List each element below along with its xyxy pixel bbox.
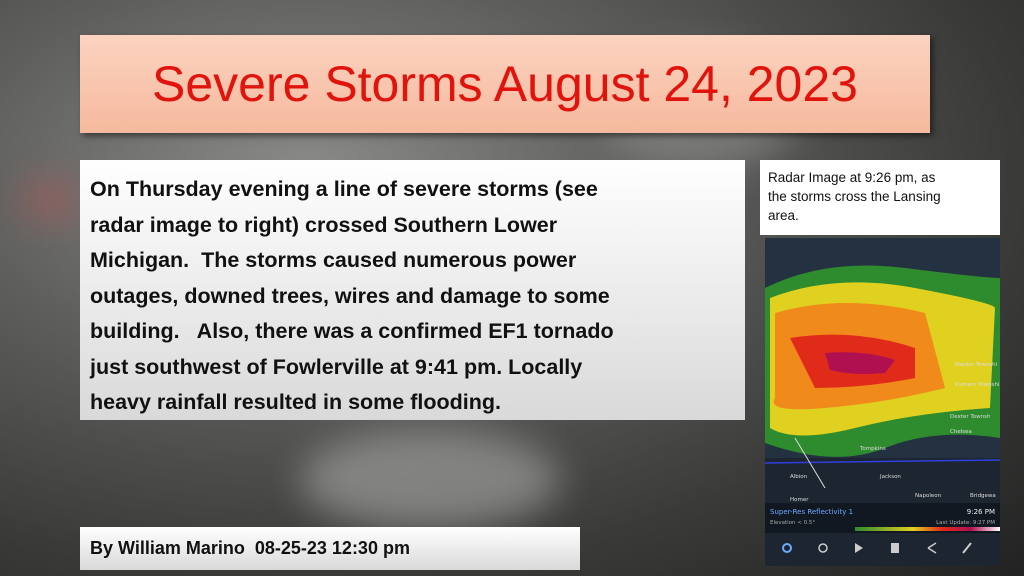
- product: Super-Res Reflectivity 1: [770, 508, 853, 516]
- icon-save[interactable]: [891, 543, 899, 553]
- place-label: Dexter Townsh: [950, 414, 991, 420]
- place-label: Bridgewa: [970, 493, 996, 499]
- place-label: Napoleon: [915, 493, 942, 499]
- body-line: On Thursday evening a line of severe sto…: [90, 177, 598, 201]
- place-label: Jackson: [879, 474, 901, 480]
- background-light: [20, 180, 80, 220]
- icon-play[interactable]: [855, 543, 863, 553]
- place-label: Albion: [790, 474, 808, 480]
- radar-image: Albion Jackson Napoleon Homer Chelsea Dexter …: [765, 238, 1000, 566]
- road: [794, 437, 826, 489]
- caption-box: Radar Image at 9:26 pm, as the storms cro…: [760, 160, 1000, 235]
- place-label: Tompkins: [859, 446, 886, 452]
- icon-location[interactable]: [782, 543, 792, 553]
- caption-line: Radar Image at 9:26 pm, as: [768, 170, 936, 185]
- place-label: Homer: [790, 497, 809, 503]
- background-light: [300, 430, 560, 530]
- last-update: Last Update: 9:27 PM: [936, 520, 995, 526]
- place-label: Chelsea: [950, 429, 972, 435]
- color-scale: [855, 527, 1000, 531]
- caption-line: the storms cross the Lansing: [768, 189, 941, 204]
- body-line: outages, downed trees, wires and damage …: [90, 283, 610, 308]
- title-box: Severe Storms August 24, 2023: [80, 35, 930, 133]
- icon-layers[interactable]: [818, 543, 828, 553]
- elevation: Elevation < 0.5°: [770, 520, 815, 526]
- icon-draw[interactable]: [962, 542, 972, 554]
- body-line: just southwest of Fowlerville at 9:41 pm…: [90, 354, 583, 379]
- body-box: On Thursday evening a line of severe sto…: [80, 160, 745, 420]
- place-label: Marion Townshi: [955, 362, 998, 368]
- body-line: radar image to right) crossed Southern L…: [90, 212, 558, 237]
- caption-line: area.: [768, 208, 799, 223]
- radar-echo: [825, 352, 895, 374]
- icon-share[interactable]: [927, 542, 937, 554]
- author: By William Marino 08-25-23 12:30 pm: [90, 538, 410, 558]
- county-line: [765, 459, 1000, 464]
- title: Severe Storms August 24, 2023: [152, 56, 858, 112]
- author-box: By William Marino 08-25-23 12:30 pm: [80, 527, 580, 570]
- body-line: heavy rainfall resulted in some flooding…: [90, 390, 501, 414]
- time: 9:26 PM: [967, 508, 995, 516]
- body-line: building. Also, there was a confirmed EF…: [90, 319, 614, 343]
- body-line: Michigan. The storms caused numerous pow…: [90, 248, 577, 272]
- places: Albion Jackson Napoleon Homer Chelsea Dexter …: [790, 362, 1000, 503]
- place-label: Putnam Townshi: [955, 382, 1000, 388]
